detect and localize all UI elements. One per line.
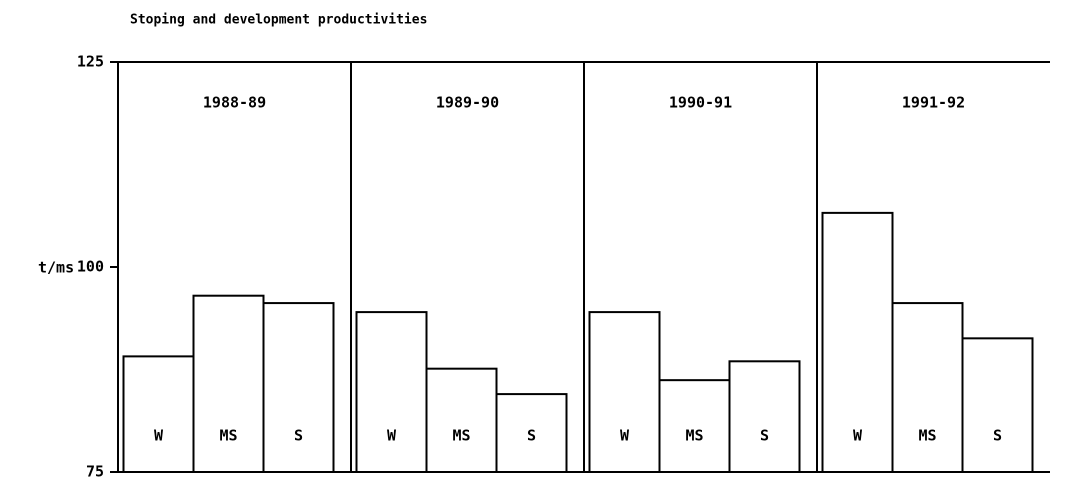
bar [961, 337, 1034, 473]
y-axis-label: t/ms [38, 259, 74, 277]
bar-label: MS [918, 427, 936, 445]
bar-label: W [154, 427, 164, 445]
y-tick-label: 100 [77, 258, 104, 276]
bar [588, 311, 661, 473]
group-label: 1990-91 [669, 94, 732, 112]
bar [495, 393, 568, 474]
group-label: 1989-90 [436, 94, 499, 112]
bar-label: MS [219, 427, 237, 445]
y-tick-label: 125 [77, 53, 104, 71]
bar [728, 360, 801, 473]
group-label: 1991-92 [902, 94, 965, 112]
bar [262, 302, 335, 473]
bar-label: W [853, 427, 863, 445]
bar-label: W [387, 427, 397, 445]
bar [891, 302, 964, 473]
chart-title: Stoping and development productivities [130, 13, 427, 28]
bar-label: MS [452, 427, 470, 445]
y-tick-label: 75 [86, 463, 104, 481]
bar-label: S [527, 427, 536, 445]
bar [425, 367, 498, 473]
bar-label: MS [685, 427, 703, 445]
group-label: 1988-89 [203, 94, 266, 112]
bar-label: S [294, 427, 303, 445]
bar-label: W [620, 427, 630, 445]
bar [821, 211, 894, 473]
bar-label: S [760, 427, 769, 445]
bar [122, 355, 195, 474]
bar [658, 379, 731, 473]
bar [192, 294, 265, 474]
bar [355, 311, 428, 473]
bar-label: S [993, 427, 1002, 445]
